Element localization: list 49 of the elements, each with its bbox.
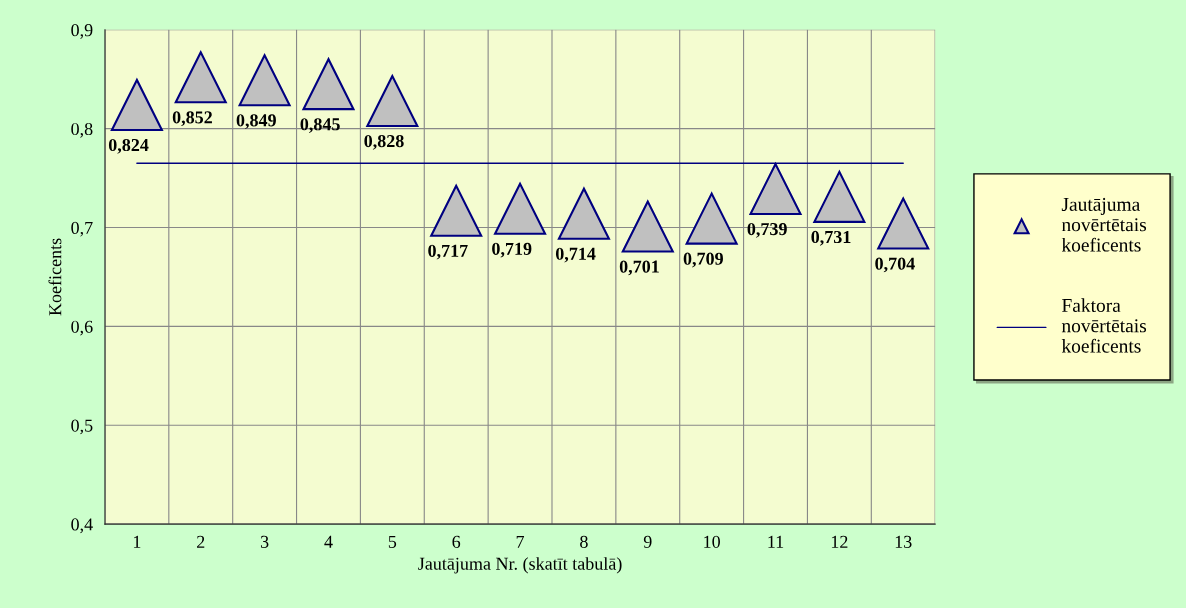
x-tick-label: 9 — [643, 535, 652, 548]
x-tick-label: 3 — [260, 535, 269, 548]
x-tick-label: 7 — [516, 535, 525, 548]
point — [238, 54, 291, 107]
y-tick-label: 0,5 — [71, 419, 93, 435]
x-tick-label: 4 — [324, 535, 333, 548]
data-label: 0,852 — [172, 111, 212, 127]
x-tick-label: 10 — [704, 535, 720, 548]
point — [494, 182, 547, 235]
data-label: 0,828 — [364, 134, 404, 150]
x-tick-label: 6 — [452, 535, 461, 548]
y-axis-title: Koeficents — [48, 238, 62, 316]
data-label: 0,849 — [236, 114, 276, 130]
data-label: 0,719 — [492, 242, 532, 258]
legend-label: Jautājuma novērtētais koeficents — [1061, 197, 1147, 252]
point — [110, 78, 163, 131]
x-tick-label: 1 — [133, 535, 141, 548]
point — [621, 200, 674, 253]
data-label: 0,709 — [683, 252, 723, 268]
point — [813, 170, 866, 223]
data-label: 0,731 — [811, 230, 851, 246]
point — [557, 187, 610, 240]
x-tick-label: 13 — [895, 535, 912, 548]
y-tick-label: 0,6 — [71, 320, 93, 336]
data-label: 0,845 — [300, 118, 340, 133]
legend-label: Faktora novērtētais koeficents — [1061, 298, 1147, 353]
data-label: 0,704 — [875, 257, 915, 273]
point — [302, 58, 355, 111]
y-tick-label: 0,9 — [71, 24, 93, 39]
point — [877, 197, 930, 250]
point — [174, 51, 227, 104]
x-tick-label: 11 — [768, 535, 784, 548]
data-label: 0,717 — [428, 244, 468, 260]
point — [749, 162, 802, 215]
point — [430, 184, 483, 237]
point — [366, 74, 419, 128]
x-tick-label: 2 — [197, 535, 205, 548]
data-label: 0,714 — [555, 247, 596, 263]
x-tick-label: 12 — [831, 535, 848, 548]
y-tick-label: 0,8 — [71, 122, 93, 138]
x-axis-title: Jautājuma Nr. (skatīt tabulā) — [418, 557, 622, 574]
data-label: 0,824 — [108, 138, 149, 154]
x-tick-label: 5 — [388, 535, 397, 548]
x-tick-label: 8 — [580, 535, 588, 548]
data-label: 0,701 — [619, 260, 659, 276]
y-tick-label: 0,7 — [71, 221, 93, 237]
y-tick-label: 0,4 — [71, 518, 93, 534]
point — [685, 192, 738, 245]
data-label: 0,739 — [747, 222, 787, 238]
